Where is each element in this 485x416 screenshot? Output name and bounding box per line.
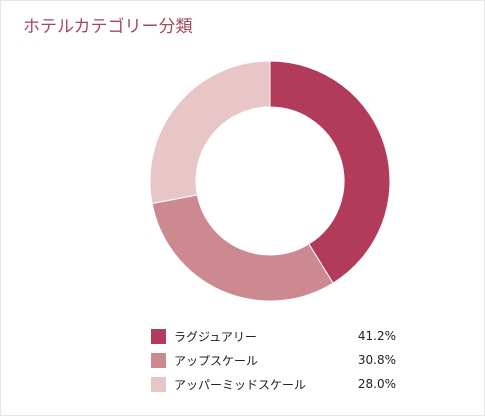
legend-item-upper-midscale: アッパーミッドスケール 28.0% [151,372,396,396]
legend-swatch-upper-midscale [151,376,166,392]
legend-value: 28.0% [357,377,396,391]
legend-swatch-upscale [151,352,166,368]
donut-chart [149,60,391,302]
chart-title: ホテルカテゴリー分類 [23,17,193,37]
legend-label: ラグジュアリー [174,329,257,344]
legend-label: アッパーミッドスケール [174,377,307,392]
legend-item-upscale: アップスケール 30.8% [151,348,396,372]
donut-slice-luxury [269,60,391,284]
legend-item-luxury: ラグジュアリー 41.2% [151,324,396,348]
legend-label: アップスケール [174,353,259,368]
legend-value: 41.2% [357,329,396,343]
legend-swatch-luxury [151,328,166,344]
donut-slice-upscale [151,194,334,302]
donut-slice-upper-midscale [149,60,271,205]
legend: ラグジュアリー 41.2% アップスケール 30.8% アッパーミッドスケール … [151,324,396,396]
legend-value: 30.8% [357,353,396,367]
